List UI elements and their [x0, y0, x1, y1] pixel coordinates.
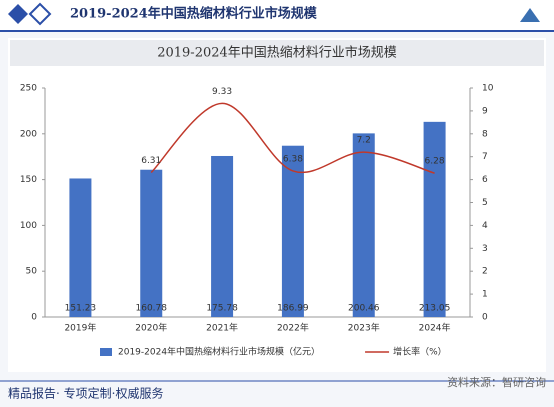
chart-panel: [8, 38, 546, 372]
line-value-label: 6.38: [283, 154, 303, 164]
y2-tick-label: 8: [482, 129, 488, 139]
bar-value-label: 175.78: [206, 304, 238, 314]
y2-tick-label: 3: [482, 244, 488, 254]
y2-tick-label: 6: [482, 175, 488, 185]
line-value-label: 6.28: [425, 157, 445, 167]
line-value-label: 7.2: [357, 136, 371, 146]
y2-tick-label: 2: [482, 267, 488, 277]
bar: [352, 133, 375, 317]
y-tick-label: 150: [20, 175, 37, 185]
x-tick-label: 2024年: [419, 322, 451, 334]
bar-value-label: 213.05: [419, 304, 451, 314]
y2-tick-label: 0: [482, 313, 488, 323]
icon: [8, 4, 28, 24]
x-tick-label: 2023年: [348, 322, 380, 334]
y2-tick-label: 1: [482, 290, 488, 300]
header-title: 2019-2024年中国热缩材料行业市场规模: [70, 6, 318, 22]
y2-tick-label: 4: [482, 221, 488, 231]
x-tick-label: 2022年: [277, 322, 309, 334]
bar: [281, 145, 304, 317]
bar-value-label: 200.46: [348, 304, 380, 314]
logo: [520, 8, 540, 22]
y-tick-label: 200: [20, 129, 37, 139]
bar-value-label: 186.99: [277, 304, 309, 314]
bar: [211, 155, 234, 317]
line-value-label: 6.31: [141, 156, 161, 166]
icon: [28, 2, 52, 26]
x-tick-label: 2020年: [135, 322, 167, 334]
bar-value-label: 151.23: [65, 304, 97, 314]
bar: [140, 169, 163, 317]
line-value-label: 9.33: [212, 87, 232, 97]
y-tick-label: 0: [31, 313, 37, 323]
y2-tick-label: 5: [482, 198, 488, 208]
legend-swatch: [100, 348, 112, 356]
header-bar: [0, 0, 554, 30]
y-tick-label: 250: [20, 84, 37, 94]
footer-source: 资料来源：智研咨询: [447, 375, 546, 389]
legend-label: 增长率（%）: [393, 346, 447, 358]
bar: [69, 178, 92, 317]
y2-tick-label: 9: [482, 106, 488, 116]
x-tick-label: 2021年: [206, 322, 238, 334]
footer-slogan: 精品报告· 专项定制·权威服务: [8, 386, 163, 401]
y-tick-label: 50: [26, 267, 38, 277]
chart-title: 2019-2024年中国热缩材料行业市场规模: [157, 45, 397, 61]
y-tick-label: 100: [20, 221, 37, 231]
bar: [423, 121, 446, 318]
legend-label: 2019-2024年中国热缩材料行业市场规模（亿元）: [118, 346, 320, 358]
line: [150, 102, 435, 174]
y2-tick-label: 10: [482, 84, 494, 94]
x-tick-label: 2019年: [64, 322, 96, 334]
y2-tick-label: 7: [482, 152, 488, 162]
bar-value-label: 160.78: [136, 304, 168, 314]
title-bar: [10, 40, 544, 66]
